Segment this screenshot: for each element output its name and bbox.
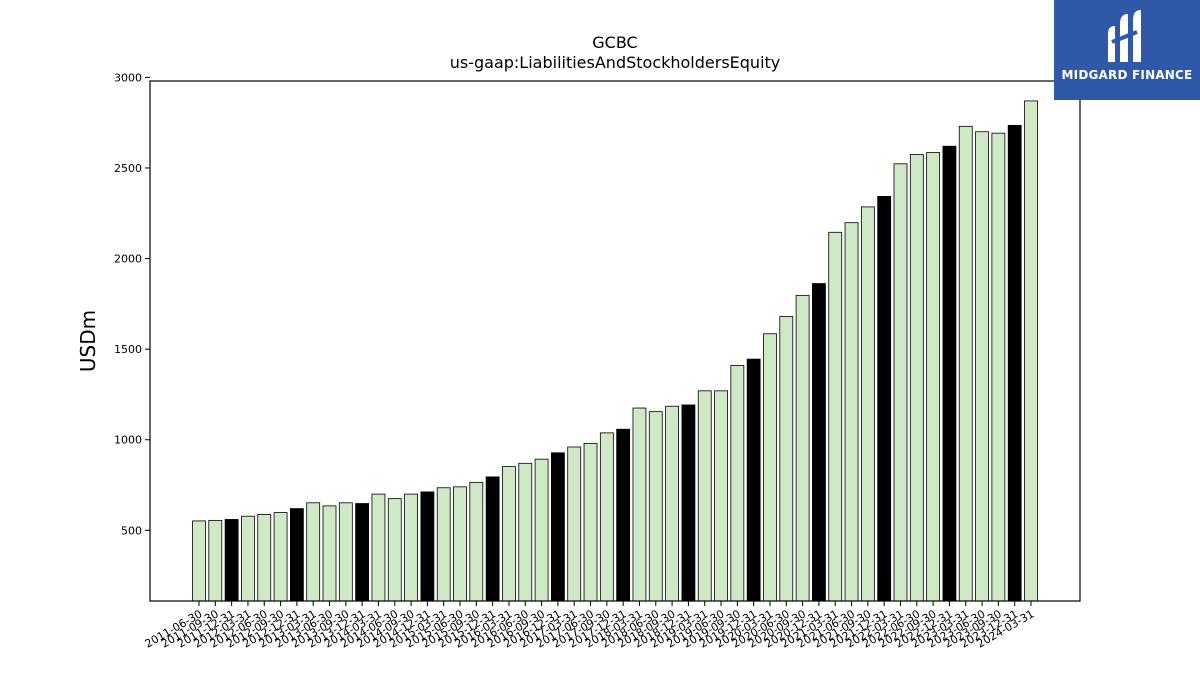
- bar-2017-06-30: [583, 442, 598, 602]
- x-axis: 2011-06-302011-09-302011-12-312012-03-31…: [143, 601, 1037, 651]
- bar-2016-09-30: [534, 458, 549, 602]
- bar-2016-03-31: [502, 466, 516, 602]
- bar-2020-12-31: [812, 283, 826, 602]
- bar-2016-06-30: [518, 462, 533, 602]
- bar-2023-12-31: [1007, 124, 1022, 602]
- bar-2020-03-31: [763, 333, 777, 602]
- bars-group: [192, 100, 1038, 602]
- bar-2020-09-30: [795, 294, 810, 602]
- bar-2014-06-30: [387, 498, 402, 602]
- chart-title: GCBC: [592, 33, 638, 52]
- bar-2015-06-30: [453, 486, 467, 602]
- bar-2018-09-30: [665, 405, 679, 602]
- bar-2023-06-30: [975, 131, 989, 602]
- bar-2022-06-30: [909, 153, 924, 602]
- midgard-finance-logo: MIDGARD FINANCE: [1054, 0, 1200, 100]
- bar-2014-12-31: [420, 491, 435, 602]
- bar-2021-09-30: [860, 206, 875, 602]
- bar-2017-12-31: [616, 428, 631, 602]
- bar-2016-12-31: [551, 452, 565, 602]
- bar-2015-09-30: [469, 481, 484, 602]
- bar-2014-03-31: [371, 493, 386, 602]
- y-axis: 500 1000 1500 2000 2500 3000: [114, 71, 150, 537]
- bar-2023-03-31: [958, 125, 973, 602]
- bar-2013-06-30: [322, 505, 337, 602]
- bar-2017-03-31: [567, 446, 582, 602]
- bar-2018-12-31: [681, 404, 696, 602]
- bar-2015-03-31: [436, 487, 451, 602]
- bar-2017-09-30: [599, 432, 614, 602]
- bar-2022-12-31: [942, 145, 957, 602]
- bar-2021-06-30: [844, 222, 859, 602]
- bar-2021-03-31: [828, 231, 843, 602]
- plot-frame: [149, 80, 1081, 602]
- y-tick-label: 3000: [114, 71, 142, 84]
- bar-2015-12-31: [485, 476, 500, 602]
- y-tick-label: 2000: [114, 253, 142, 266]
- y-tick-label: 2500: [114, 162, 142, 175]
- bar-2013-03-31: [306, 502, 321, 602]
- bar-2012-09-30: [273, 512, 288, 602]
- bar-2022-03-31: [893, 163, 908, 602]
- bar-2019-03-31: [697, 390, 712, 602]
- bar-2018-06-30: [648, 411, 663, 602]
- bar-2013-12-31: [355, 503, 370, 602]
- bar-2022-09-30: [926, 152, 941, 602]
- logo-text: MIDGARD FINANCE: [1061, 68, 1193, 82]
- bar-2023-09-30: [991, 132, 1006, 602]
- bar-2021-12-31: [877, 196, 892, 602]
- chart-subtitle: us-gaap:LiabilitiesAndStockholdersEquity: [449, 53, 781, 72]
- y-axis-label: USDm: [76, 310, 100, 372]
- y-tick-label: 1000: [114, 434, 142, 447]
- bar-2019-12-31: [746, 358, 761, 602]
- bar-2013-09-30: [338, 502, 353, 602]
- bar-2012-12-31: [289, 508, 304, 602]
- bar-2019-09-30: [730, 365, 745, 602]
- y-tick-label: 1500: [114, 343, 142, 356]
- logo-mark-icon: [1108, 10, 1141, 62]
- bar-2011-12-31: [224, 519, 239, 602]
- bar-2012-06-30: [257, 513, 272, 602]
- bar-2012-03-31: [241, 515, 255, 602]
- bar-2011-09-30: [208, 519, 223, 602]
- bar-2014-09-30: [404, 493, 418, 602]
- y-tick-label: 500: [121, 524, 142, 537]
- bar-2018-03-31: [632, 407, 647, 602]
- bar-2024-03-31: [1024, 100, 1038, 602]
- bar-2020-06-30: [779, 316, 794, 602]
- bar-2011-06-30: [192, 520, 206, 602]
- bar-2019-06-30: [714, 390, 728, 602]
